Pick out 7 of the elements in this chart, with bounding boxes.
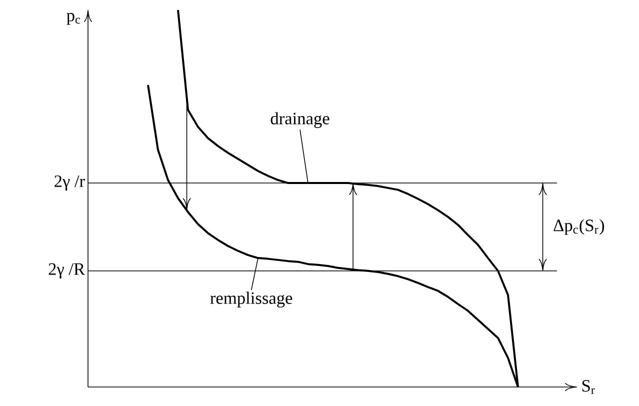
y-axis-title: p$_{c}$	[66, 12, 80, 25]
annotation: Δp$_{c}$(S$_{r}$)	[554, 219, 604, 235]
text: drainage	[270, 112, 330, 128]
x-axis-title: S$_{r}$	[582, 380, 595, 394]
ref-line-label: 2γ /r	[54, 175, 85, 191]
ref-line-label: 2γ /R	[48, 263, 86, 278]
legend-label: remplissage	[210, 292, 292, 308]
